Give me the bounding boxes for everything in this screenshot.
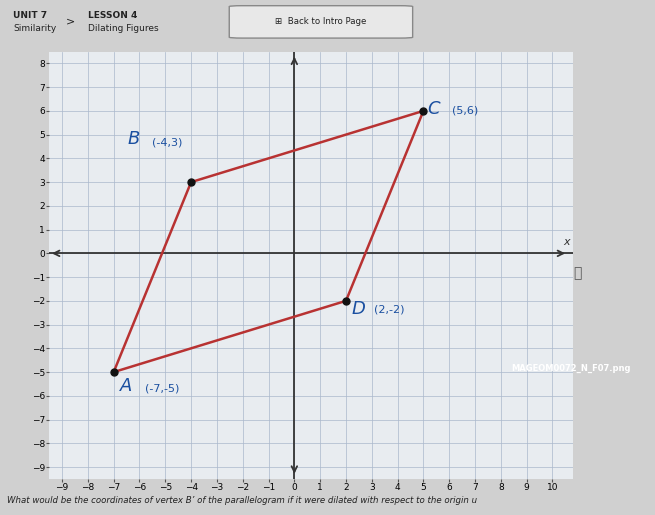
Text: (-7,-5): (-7,-5) xyxy=(145,383,179,393)
Text: ⊞  Back to Intro Page: ⊞ Back to Intro Page xyxy=(275,18,367,26)
Text: $D$: $D$ xyxy=(351,300,366,318)
Text: (5,6): (5,6) xyxy=(452,105,478,115)
Text: $A$: $A$ xyxy=(119,377,133,395)
Text: MAGEOM0072_N_F07.png: MAGEOM0072_N_F07.png xyxy=(512,364,631,373)
Text: ⮧: ⮧ xyxy=(573,266,582,280)
Text: Similarity: Similarity xyxy=(13,24,56,33)
Text: $C$: $C$ xyxy=(427,100,442,118)
Text: (-4,3): (-4,3) xyxy=(153,138,183,147)
Text: Dilating Figures: Dilating Figures xyxy=(88,24,159,33)
Text: x: x xyxy=(563,237,570,247)
Text: (2,-2): (2,-2) xyxy=(375,305,405,315)
FancyBboxPatch shape xyxy=(229,6,413,38)
Text: >: > xyxy=(66,17,75,27)
Text: What would be the coordinates of vertex B’ of the parallelogram if it were dilat: What would be the coordinates of vertex … xyxy=(7,496,477,505)
Text: LESSON 4: LESSON 4 xyxy=(88,11,138,20)
Text: $B$: $B$ xyxy=(126,130,140,148)
Text: UNIT 7: UNIT 7 xyxy=(13,11,47,20)
